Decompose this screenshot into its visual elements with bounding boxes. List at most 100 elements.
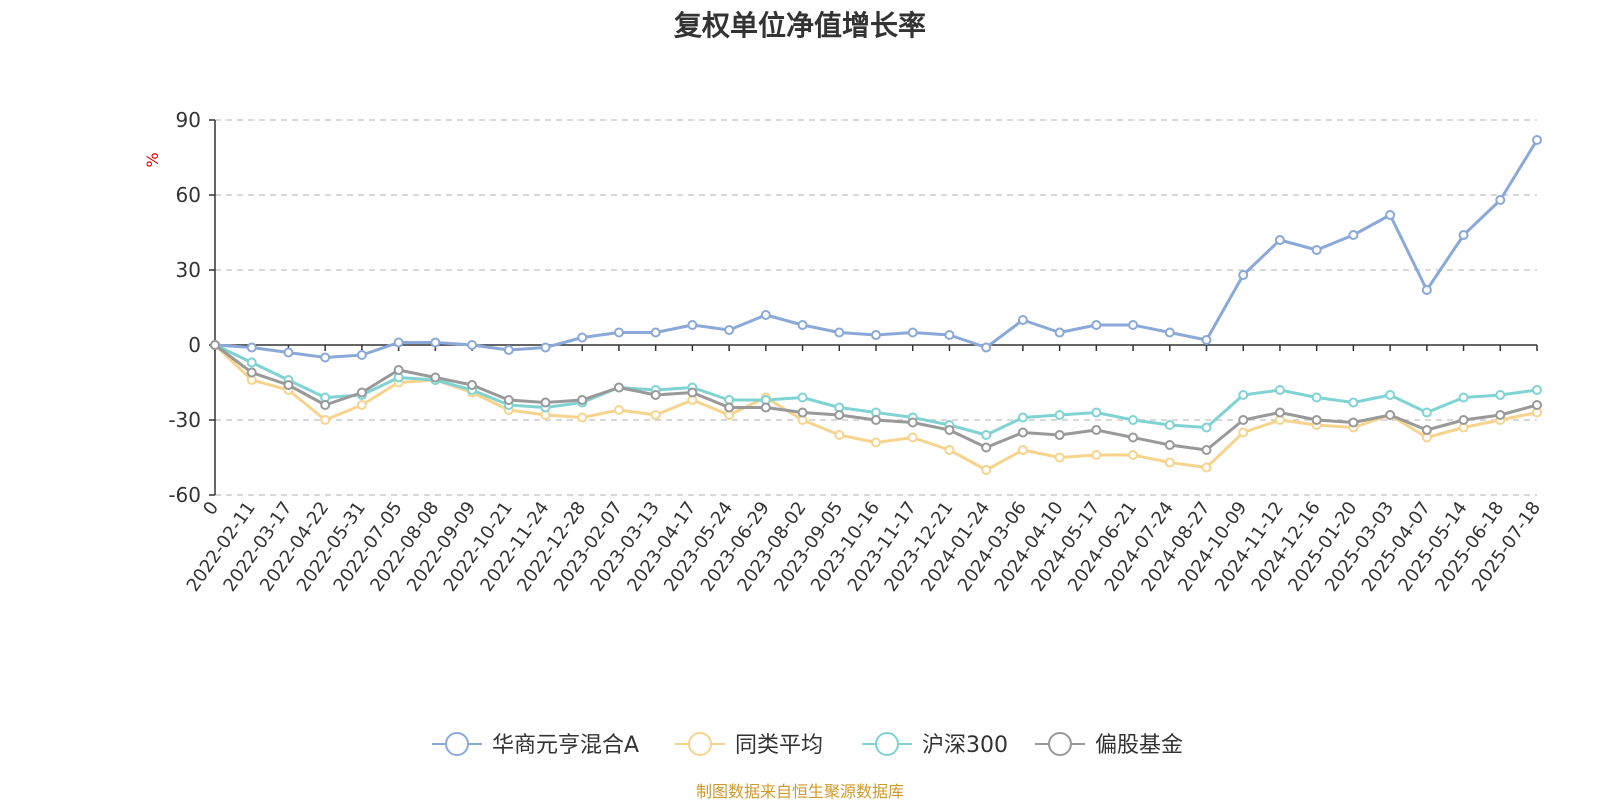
data-point: [650, 390, 661, 400]
data-point: [650, 327, 661, 338]
data-point: [246, 342, 257, 353]
data-point: [1495, 390, 1506, 400]
data-point: [834, 410, 845, 420]
x-tick-labels: 02022-02-112022-03-172022-04-222022-05-3…: [183, 498, 1545, 596]
data-point: [1532, 400, 1542, 410]
data-point: [1348, 230, 1359, 240]
data-point: [1495, 410, 1506, 420]
legend-symbol[interactable]: [445, 732, 469, 756]
data-point: [1201, 422, 1212, 433]
data-point: [320, 352, 331, 363]
series-lines: [210, 135, 1542, 475]
data-point: [1017, 445, 1028, 455]
data-point: [503, 345, 514, 355]
data-point: [1017, 412, 1028, 423]
data-point: [797, 392, 808, 403]
data-point: [1128, 415, 1139, 425]
data-point: [356, 350, 367, 360]
data-point: [1128, 432, 1139, 443]
data-point: [981, 342, 992, 353]
data-point: [687, 387, 698, 398]
y-tick-label: 60: [176, 183, 201, 207]
data-point: [1532, 135, 1542, 145]
data-point: [871, 330, 881, 340]
data-point: [1238, 427, 1249, 438]
data-point: [1421, 285, 1432, 295]
legend-symbol[interactable]: [875, 732, 899, 756]
data-point: [907, 327, 918, 338]
data-point: [1017, 315, 1028, 325]
data-point: [430, 372, 441, 383]
legend-label[interactable]: 同类平均: [735, 733, 823, 758]
data-point: [1201, 462, 1212, 473]
data-point: [467, 380, 478, 390]
data-point: [613, 327, 624, 338]
data-point: [613, 405, 624, 415]
data-point: [1274, 235, 1285, 245]
data-point: [871, 437, 881, 448]
data-point: [577, 332, 588, 343]
data-point: [1054, 430, 1065, 440]
data-point: [1164, 327, 1175, 338]
x-tick-label: 0: [199, 498, 223, 519]
data-point: [1274, 407, 1285, 418]
data-point: [1164, 440, 1175, 450]
data-point: [1238, 415, 1249, 425]
data-point: [687, 320, 698, 330]
data-point: [613, 382, 624, 393]
data-point: [577, 412, 588, 423]
data-point: [1348, 397, 1359, 408]
data-point: [1421, 407, 1432, 418]
data-point: [393, 365, 404, 375]
data-point: [981, 465, 992, 475]
data-point: [871, 415, 881, 425]
data-point: [1458, 230, 1469, 240]
y-tick-label: 30: [176, 258, 201, 282]
data-point: [1458, 392, 1469, 403]
data-point: [1091, 320, 1102, 330]
data-point: [210, 340, 220, 350]
data-point: [1385, 410, 1396, 420]
data-point: [356, 387, 367, 398]
data-point: [577, 395, 588, 405]
y-tick-label: 0: [188, 333, 201, 357]
data-point: [834, 430, 845, 440]
legend-label[interactable]: 沪深300: [922, 733, 1008, 758]
legend-symbol[interactable]: [1048, 732, 1072, 756]
data-point: [320, 400, 331, 410]
data-point: [430, 337, 441, 348]
series-line: [214, 139, 1539, 359]
data-point: [1495, 195, 1506, 205]
y-axis-unit-label: %: [143, 152, 162, 167]
data-point: [1385, 210, 1396, 220]
data-point: [907, 432, 918, 443]
data-point: [724, 402, 735, 413]
data-point: [1091, 450, 1102, 460]
data-point: [1532, 385, 1542, 395]
data-point: [1091, 407, 1102, 418]
legend-label[interactable]: 偏股基金: [1095, 733, 1183, 758]
y-tick-label: -60: [168, 483, 201, 507]
data-point: [467, 340, 478, 350]
data-point: [760, 310, 771, 320]
data-point: [1054, 410, 1065, 420]
data-point: [320, 415, 331, 425]
data-point: [283, 380, 294, 390]
data-point: [246, 357, 257, 368]
y-tick-label: -30: [168, 408, 201, 432]
data-point: [797, 320, 808, 330]
data-point: [1238, 270, 1249, 280]
data-point: [1311, 392, 1322, 403]
source-note: 制图数据来自恒生聚源数据库: [695, 782, 904, 801]
data-point: [356, 400, 367, 410]
legend-label[interactable]: 华商元亨混合A: [492, 733, 639, 758]
legend-symbol[interactable]: [688, 732, 712, 756]
data-point: [1348, 417, 1359, 428]
data-point: [1164, 420, 1175, 430]
data-point: [1054, 452, 1065, 463]
y-tick-labels: 90 60 30 0 -30 -60: [168, 108, 201, 507]
series-line: [214, 343, 1538, 452]
data-point: [981, 442, 992, 453]
data-point: [1017, 427, 1028, 438]
